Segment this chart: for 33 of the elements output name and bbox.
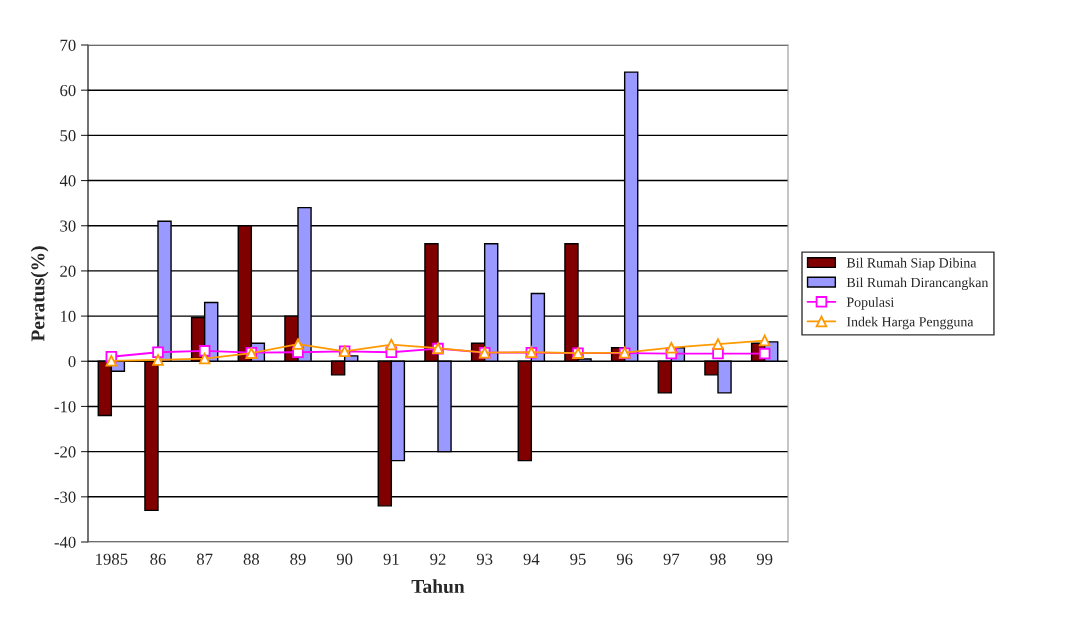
y-tick-label: 10 bbox=[60, 310, 76, 323]
x-tick-label: 94 bbox=[523, 553, 540, 565]
y-tick-label: 70 bbox=[60, 39, 76, 51]
legend-label: Populasi bbox=[846, 297, 895, 310]
y-axis-title: Peratus(%) bbox=[30, 246, 49, 342]
x-tick-label: 95 bbox=[570, 553, 586, 565]
x-tick-label: 86 bbox=[150, 553, 166, 565]
legend-label: Indek Harga Pengguna bbox=[846, 316, 974, 330]
x-tick-label: 97 bbox=[663, 553, 680, 565]
y-tick-label: 30 bbox=[60, 220, 76, 232]
y-tick-label: 60 bbox=[60, 84, 76, 97]
y-tick-label: -10 bbox=[54, 401, 76, 413]
y-tick-label: 0 bbox=[68, 355, 76, 368]
x-tick-label: 92 bbox=[430, 553, 446, 565]
x-tick-label: 90 bbox=[336, 553, 353, 565]
y-tick-label: -30 bbox=[54, 491, 76, 503]
y-tick-label: 20 bbox=[60, 265, 76, 277]
x-tick-label: 87 bbox=[196, 553, 213, 565]
y-tick-label: -40 bbox=[54, 536, 76, 548]
legend-label: Bil Rumah Dirancangkan bbox=[846, 277, 989, 291]
x-tick-label: 98 bbox=[710, 553, 726, 565]
x-tick-label: 89 bbox=[290, 553, 306, 565]
x-tick-label: 88 bbox=[243, 553, 260, 565]
y-tick-label: 50 bbox=[60, 130, 76, 142]
x-tick-label: 96 bbox=[616, 553, 633, 565]
x-axis-title: Tahun bbox=[411, 579, 465, 594]
x-tick-label: 91 bbox=[383, 553, 399, 565]
x-tick-label: 99 bbox=[756, 553, 773, 565]
legend-label: Bil Rumah Siap Dibina bbox=[846, 257, 977, 271]
x-tick-label: 1985 bbox=[96, 553, 128, 565]
y-tick-label: 40 bbox=[59, 175, 76, 187]
y-tick-label: -20 bbox=[54, 446, 76, 458]
x-tick-label: 93 bbox=[476, 553, 493, 565]
